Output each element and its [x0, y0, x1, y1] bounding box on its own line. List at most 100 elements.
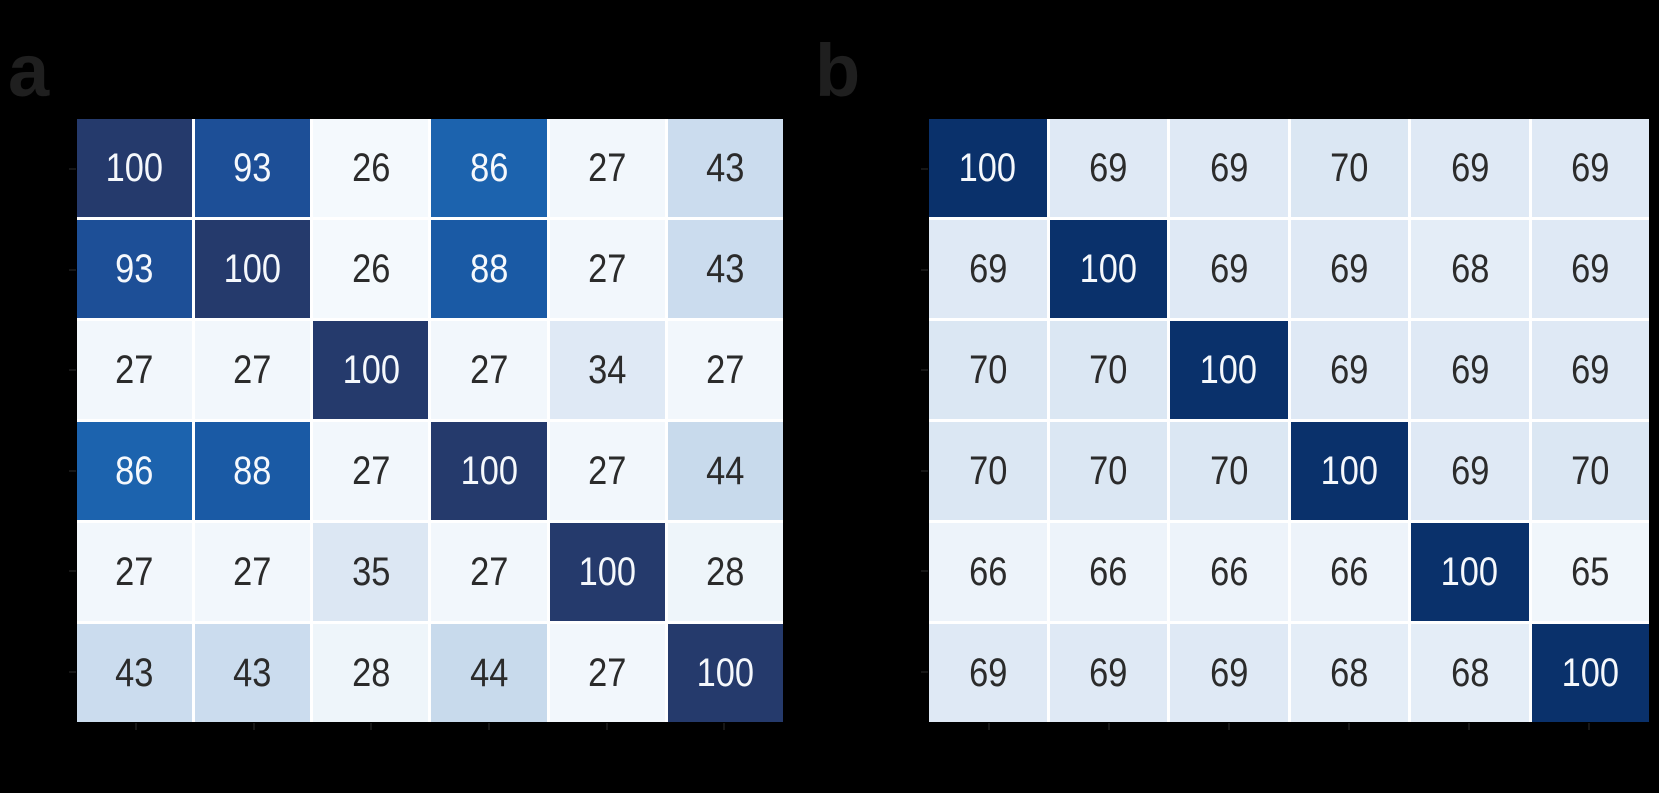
heatmap-cell: 43 [195, 624, 311, 722]
heatmap-cell-value: 86 [115, 448, 154, 493]
heatmap-cell: 68 [1290, 624, 1408, 722]
heatmap-cell: 100 [431, 422, 547, 520]
heatmap-cell-value: 66 [1209, 549, 1248, 594]
heatmap-panel-b: 100 69 69 70 69 69 69 100 69 69 68 69 70 70 100 69 69 69 7… [921, 119, 1649, 730]
heatmap-cell: 27 [77, 523, 193, 621]
y-tick-mark [69, 469, 76, 472]
heatmap-cell-value: 69 [1089, 145, 1128, 190]
heatmap-cell-value: 69 [968, 246, 1007, 291]
heatmap-cell-value: 69 [1330, 246, 1369, 291]
heatmap-cell: 93 [195, 119, 311, 217]
y-tick-mark [921, 570, 928, 573]
heatmap-cell-value: 26 [351, 246, 391, 291]
heatmap-cell: 100 [77, 119, 193, 217]
heatmap-cell: 27 [549, 220, 665, 318]
y-tick-mark [921, 670, 928, 673]
heatmap-cell: 35 [313, 523, 429, 621]
x-tick-mark [605, 723, 608, 730]
heatmap-cell-value: 43 [706, 145, 745, 190]
y-tick-mark [921, 469, 928, 472]
heatmap-cell: 70 [929, 422, 1047, 520]
y-tick-mark [921, 369, 928, 372]
heatmap-cell: 86 [431, 119, 547, 217]
heatmap-cell: 88 [195, 422, 311, 520]
heatmap-cell: 26 [313, 220, 429, 318]
heatmap-cell: 69 [1170, 119, 1288, 217]
heatmap-cell-value: 35 [351, 549, 391, 594]
heatmap-cell: 27 [195, 321, 311, 419]
heatmap-cell: 70 [1170, 422, 1288, 520]
heatmap-cell-value: 27 [588, 246, 627, 291]
heatmap-cell-value: 70 [968, 448, 1007, 493]
heatmap-cell: 69 [1290, 321, 1408, 419]
heatmap-cell-value: 26 [351, 145, 391, 190]
y-tick-mark [69, 168, 76, 171]
x-tick-mark [723, 723, 726, 730]
heatmap-cell: 69 [1170, 220, 1288, 318]
heatmap-cell: 100 [1531, 624, 1649, 722]
heatmap-cell-value: 69 [1209, 145, 1248, 190]
heatmap-cell: 66 [1049, 523, 1167, 621]
heatmap-cell: 100 [313, 321, 429, 419]
heatmap-b-x-axis-ticks [929, 722, 1649, 731]
heatmap-cell: 69 [1411, 119, 1529, 217]
heatmap-cell-value: 27 [469, 347, 509, 392]
heatmap-cell-value: 43 [706, 246, 745, 291]
heatmap-cell-value: 100 [224, 246, 282, 291]
heatmap-cell: 27 [313, 422, 429, 520]
heatmap-cell: 43 [667, 220, 783, 318]
heatmap-cell-value: 28 [351, 650, 391, 695]
heatmap-cell: 27 [77, 321, 193, 419]
heatmap-cell-value: 27 [233, 347, 272, 392]
heatmap-cell-value: 93 [115, 246, 154, 291]
heatmap-cell-value: 69 [1571, 347, 1610, 392]
heatmap-cell-value: 27 [115, 347, 154, 392]
heatmap-cell: 69 [929, 624, 1047, 722]
y-tick-mark [69, 670, 76, 673]
heatmap-cell-value: 69 [1089, 650, 1128, 695]
heatmap-a-grid: 100 93 26 86 27 43 93 100 26 88 27 43 27 27 100 27 34 27 8… [77, 119, 783, 722]
heatmap-cell-value: 100 [959, 145, 1017, 190]
heatmap-cell: 66 [929, 523, 1047, 621]
heatmap-cell-value: 27 [588, 650, 627, 695]
x-tick-mark [1588, 723, 1590, 730]
heatmap-cell-value: 100 [1200, 347, 1258, 392]
x-tick-mark [1348, 723, 1350, 730]
heatmap-cell: 69 [1290, 220, 1408, 318]
heatmap-cell-value: 69 [1571, 145, 1610, 190]
heatmap-cell: 69 [1531, 321, 1649, 419]
heatmap-cell-value: 69 [1450, 347, 1489, 392]
heatmap-cell-value: 88 [233, 448, 272, 493]
heatmap-cell-value: 27 [233, 549, 272, 594]
heatmap-cell: 88 [431, 220, 547, 318]
x-tick-mark [1468, 723, 1470, 730]
heatmap-cell: 70 [1531, 422, 1649, 520]
heatmap-cell-value: 69 [1571, 246, 1610, 291]
heatmap-cell: 27 [549, 624, 665, 722]
heatmap-cell: 69 [929, 220, 1047, 318]
heatmap-cell-value: 70 [1330, 145, 1369, 190]
heatmap-cell-value: 66 [1330, 549, 1369, 594]
panel-a-label: a [8, 29, 50, 112]
heatmap-cell-value: 70 [1089, 448, 1128, 493]
x-tick-mark [252, 723, 255, 730]
heatmap-cell: 27 [431, 523, 547, 621]
heatmap-cell-value: 70 [968, 347, 1007, 392]
heatmap-cell-value: 88 [469, 246, 509, 291]
heatmap-cell-value: 69 [1209, 650, 1248, 695]
heatmap-cell: 27 [195, 523, 311, 621]
heatmap-cell: 27 [667, 321, 783, 419]
heatmap-cell-value: 69 [968, 650, 1007, 695]
heatmap-cell-value: 27 [469, 549, 509, 594]
y-tick-mark [69, 268, 76, 271]
heatmap-cell-value: 100 [1320, 448, 1378, 493]
heatmap-cell-value: 27 [706, 347, 745, 392]
heatmap-a-x-axis-ticks [77, 722, 783, 731]
heatmap-cell: 69 [1411, 321, 1529, 419]
heatmap-cell: 28 [313, 624, 429, 722]
heatmap-cell: 27 [549, 422, 665, 520]
y-tick-mark [69, 570, 76, 573]
heatmap-cell-value: 44 [469, 650, 509, 695]
heatmap-cell: 69 [1049, 624, 1167, 722]
